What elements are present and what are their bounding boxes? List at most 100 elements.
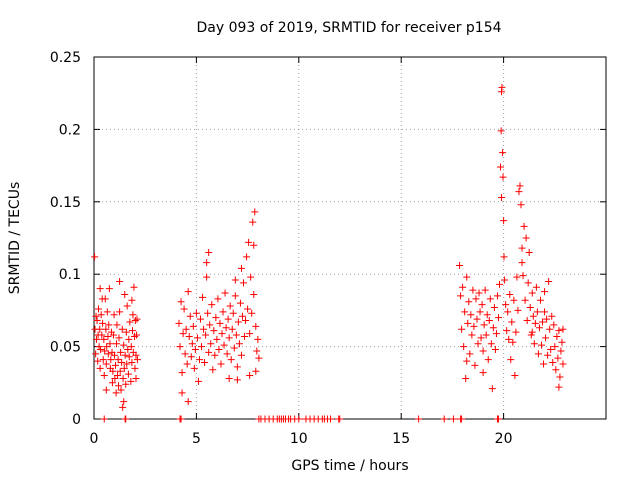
data-point xyxy=(473,315,481,323)
data-point xyxy=(133,331,141,339)
data-point xyxy=(103,308,111,316)
data-point xyxy=(487,340,495,348)
data-point xyxy=(537,341,545,349)
data-point xyxy=(492,330,500,338)
data-point xyxy=(255,354,263,362)
data-point xyxy=(235,340,243,348)
data-point xyxy=(517,201,525,209)
data-point xyxy=(114,372,122,380)
data-point xyxy=(102,386,110,394)
data-point xyxy=(551,343,559,351)
data-point xyxy=(188,340,196,348)
data-point xyxy=(500,253,508,261)
data-point xyxy=(533,308,541,316)
data-point xyxy=(106,340,114,348)
data-point xyxy=(466,350,474,358)
data-point xyxy=(222,324,230,332)
data-point xyxy=(118,325,126,333)
data-point xyxy=(238,312,246,320)
data-point xyxy=(98,331,106,339)
data-point xyxy=(214,295,222,303)
data-point xyxy=(96,285,104,293)
data-point xyxy=(515,188,523,196)
data-point xyxy=(182,325,190,333)
data-point xyxy=(555,383,563,391)
data-point xyxy=(244,305,252,313)
data-point xyxy=(545,277,553,285)
data-point xyxy=(542,334,550,342)
data-point xyxy=(204,309,212,317)
data-point xyxy=(200,325,208,333)
data-point xyxy=(133,315,141,323)
data-point xyxy=(216,319,224,327)
data-point xyxy=(236,299,244,307)
data-point xyxy=(220,341,228,349)
data-point xyxy=(231,292,239,300)
data-point xyxy=(497,163,505,171)
chart-title: Day 093 of 2019, SRMTID for receiver p15… xyxy=(196,20,501,36)
data-point xyxy=(122,380,130,388)
data-point xyxy=(115,334,123,342)
data-point xyxy=(103,343,111,351)
data-point xyxy=(522,234,530,242)
data-point xyxy=(539,318,547,326)
data-point xyxy=(248,309,256,317)
data-point xyxy=(97,345,105,353)
data-point xyxy=(225,334,233,342)
data-point xyxy=(193,334,201,342)
data-point xyxy=(118,359,126,367)
data-point xyxy=(498,83,506,91)
data-point xyxy=(536,296,544,304)
data-point xyxy=(464,319,472,327)
data-point xyxy=(190,364,198,372)
data-point xyxy=(226,302,234,310)
data-point xyxy=(129,327,137,335)
data-point xyxy=(496,280,504,288)
data-point xyxy=(544,351,552,359)
data-point xyxy=(184,398,192,406)
data-point xyxy=(131,364,139,372)
data-point xyxy=(513,273,521,281)
data-point xyxy=(101,347,109,355)
x-tick-label: 5 xyxy=(192,431,201,447)
data-point xyxy=(232,331,240,339)
data-point xyxy=(493,292,501,300)
data-point xyxy=(113,321,121,329)
data-point xyxy=(95,305,103,313)
data-point xyxy=(514,306,522,314)
data-point xyxy=(218,330,226,338)
data-point xyxy=(471,361,479,369)
data-point xyxy=(234,318,242,326)
data-point xyxy=(96,325,104,333)
x-tick-label: 20 xyxy=(495,431,513,447)
data-point xyxy=(192,309,200,317)
data-point xyxy=(456,262,464,270)
data-point xyxy=(194,377,202,385)
data-point xyxy=(178,389,186,397)
data-point xyxy=(516,182,524,190)
data-point xyxy=(125,335,133,343)
data-point xyxy=(501,276,509,284)
data-point xyxy=(179,330,187,338)
data-point xyxy=(531,319,539,327)
data-point xyxy=(210,327,218,335)
data-point xyxy=(518,259,526,267)
data-point xyxy=(499,149,507,157)
y-axis-label: SRMTID / TECUs xyxy=(7,182,23,295)
x-tick-label: 0 xyxy=(90,431,99,447)
data-point xyxy=(93,317,101,325)
data-point xyxy=(241,332,249,340)
data-point xyxy=(491,345,499,353)
data-point xyxy=(97,311,105,319)
data-point xyxy=(120,398,128,406)
data-point xyxy=(490,304,498,312)
data-point xyxy=(183,360,191,368)
data-point xyxy=(463,273,471,281)
data-point xyxy=(124,370,132,378)
data-point xyxy=(131,317,139,325)
data-point xyxy=(474,340,482,348)
data-point xyxy=(336,415,344,423)
data-point xyxy=(467,311,475,319)
data-point xyxy=(175,319,183,327)
data-point xyxy=(553,332,561,340)
